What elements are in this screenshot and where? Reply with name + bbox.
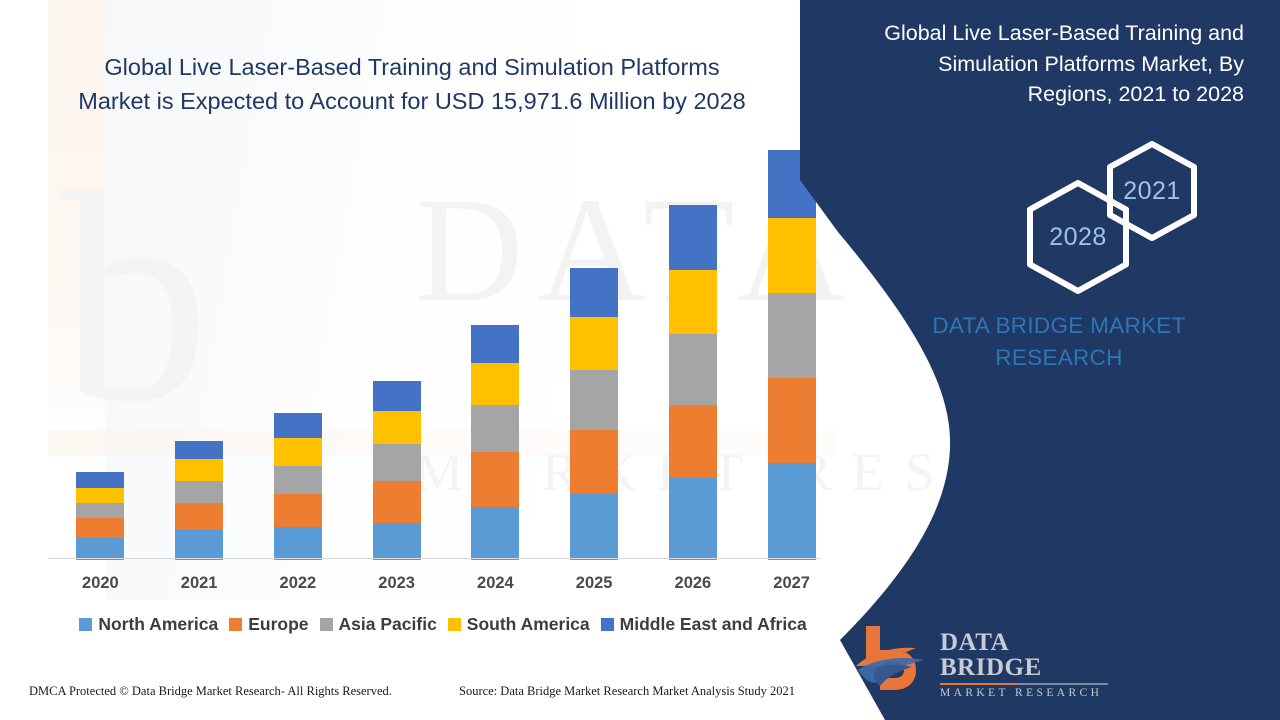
bar-segment <box>372 522 421 560</box>
page-title: Global Live Laser-Based Training and Sim… <box>78 54 746 115</box>
hexagon-badges: 2028 2021 <box>998 140 1198 294</box>
bar-2026 <box>668 205 717 560</box>
logo-divider <box>940 683 1108 685</box>
logo-wordmark: DATA BRIDGE MARKET RESEARCH <box>940 630 1108 700</box>
company-logo: DATA BRIDGE MARKET RESEARCH <box>854 618 1108 699</box>
bar-segment <box>372 410 421 444</box>
logo-primary-text: DATA BRIDGE <box>940 629 1042 681</box>
bar-segment <box>372 380 421 411</box>
bar-segment <box>471 507 520 560</box>
bar-2022 <box>273 412 322 560</box>
source-note: Source: Data Bridge Market Research Mark… <box>459 684 796 698</box>
legend-item-south-america[interactable]: South America <box>447 614 590 635</box>
x-axis-label-2021: 2021 <box>180 574 218 592</box>
legend-label: North America <box>98 614 219 634</box>
bar-segment <box>76 502 125 519</box>
legend-item-asia-pacific[interactable]: Asia Pacific <box>319 614 437 635</box>
bar-segment <box>175 458 224 481</box>
legend-swatch-icon <box>600 618 614 631</box>
x-axis-label-2025: 2025 <box>575 574 613 592</box>
legend-item-middle-east-and-africa[interactable]: Middle East and Africa <box>600 614 807 635</box>
logo-mark-icon <box>854 620 932 692</box>
x-axis-line <box>48 558 820 559</box>
bar-segment <box>570 430 619 495</box>
bar-segment <box>570 317 619 370</box>
bar-2020 <box>76 472 125 560</box>
bar-segment <box>273 465 322 495</box>
background-peach-band <box>48 0 106 470</box>
legend-swatch-icon <box>319 618 333 631</box>
logo-secondary-text: MARKET RESEARCH <box>940 687 1103 699</box>
bar-segment <box>570 494 619 560</box>
x-axis-label-2020: 2020 <box>82 574 119 592</box>
legend-item-north-america[interactable]: North America <box>79 614 218 635</box>
legend-label: South America <box>466 614 590 634</box>
bar-segment <box>372 443 421 481</box>
panel-title: Global Live Laser-Based Training and Sim… <box>884 21 1244 107</box>
bar-segment <box>76 472 125 488</box>
bar-chart-plot-area <box>48 150 838 560</box>
bar-segment <box>273 527 322 560</box>
bar-segment <box>76 487 125 503</box>
bar-segment <box>668 405 717 478</box>
bar-segment <box>471 324 520 364</box>
x-axis-label-2024: 2024 <box>477 574 514 592</box>
x-axis-label-2022: 2022 <box>279 574 317 592</box>
bar-segment <box>372 480 421 523</box>
bar-2021 <box>175 441 224 560</box>
bar-segment <box>471 363 520 406</box>
bar-segment <box>471 405 520 453</box>
x-axis-label-2026: 2026 <box>674 574 712 592</box>
x-axis-label-2023: 2023 <box>378 574 415 592</box>
chart-legend: North America Europe Asia Pacific South Ame… <box>48 614 838 635</box>
hexagon-start-year-label: 2021 <box>1123 176 1181 205</box>
bar-segment <box>668 205 717 270</box>
bar-segment <box>175 480 224 503</box>
panel-content: Global Live Laser-Based Training and Sim… <box>800 0 1280 720</box>
legend-swatch-icon <box>79 618 93 631</box>
legend-item-europe[interactable]: Europe <box>229 614 309 635</box>
bar-segment <box>76 538 125 560</box>
legend-swatch-icon <box>447 618 461 631</box>
panel-brand-name: DATA BRIDGE MARKET RESEARCH <box>932 313 1186 370</box>
bar-segment <box>273 494 322 528</box>
bar-segment <box>273 412 322 439</box>
hexagon-end-year-label: 2028 <box>1049 222 1107 251</box>
bar-segment <box>175 502 224 531</box>
bar-segment <box>175 441 224 459</box>
bar-segment <box>175 530 224 560</box>
bar-segment <box>570 369 619 431</box>
bar-segment <box>76 518 125 539</box>
bar-segment <box>668 269 717 334</box>
bar-segment <box>273 438 322 466</box>
hexagon-badge-start-year: 2021 <box>1106 140 1198 242</box>
legend-label: Europe <box>248 614 309 634</box>
legend-label: Asia Pacific <box>338 614 437 634</box>
bar-segment <box>471 452 520 508</box>
x-axis-labels: 2020 2021 2022 2023 2024 2025 2026 2027 <box>48 574 838 598</box>
bar-2025 <box>570 267 619 560</box>
bar-segment <box>668 333 717 406</box>
dmca-notice: DMCA Protected © Data Bridge Market Rese… <box>29 684 392 698</box>
bar-2023 <box>372 380 421 560</box>
bar-segment <box>570 267 619 318</box>
bar-segment <box>668 477 717 560</box>
bar-2024 <box>471 324 520 560</box>
footer: DMCA Protected © Data Bridge Market Rese… <box>0 684 860 708</box>
legend-label: Middle East and Africa <box>619 614 807 634</box>
legend-swatch-icon <box>229 618 243 631</box>
watermark-logo-letter: b <box>60 132 212 464</box>
